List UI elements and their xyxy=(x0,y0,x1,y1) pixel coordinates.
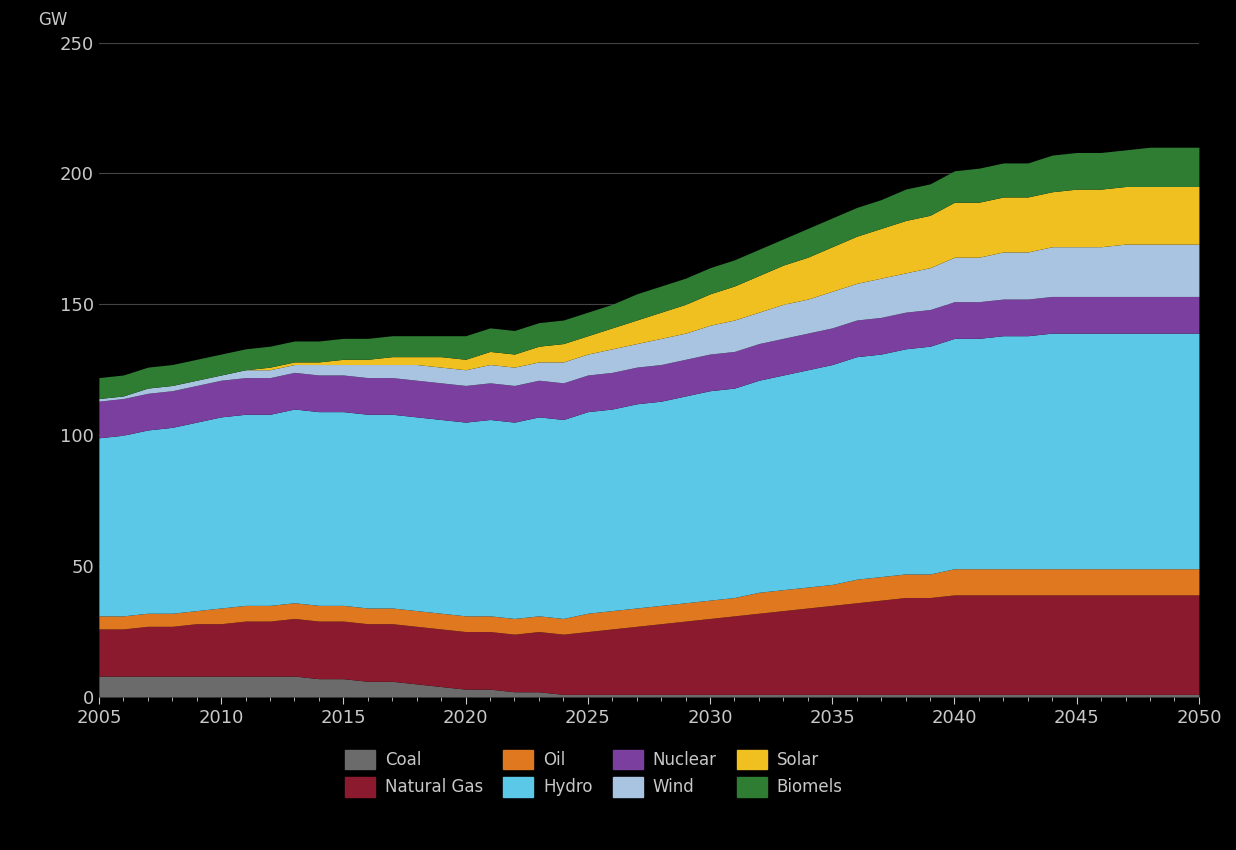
Legend: Coal, Natural Gas, Oil, Hydro, Nuclear, Wind, Solar, Biomels: Coal, Natural Gas, Oil, Hydro, Nuclear, … xyxy=(339,743,849,803)
Text: GW: GW xyxy=(38,11,68,30)
